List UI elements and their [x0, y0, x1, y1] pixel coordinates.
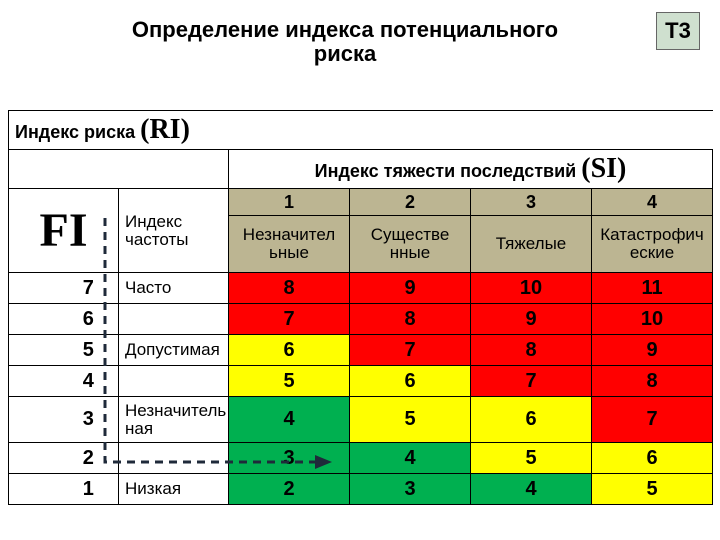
col-lbl-3: Тяжелые: [471, 216, 592, 273]
freq-index-label: Индекс частоты: [119, 189, 229, 273]
col-num-3: 3: [471, 189, 592, 216]
risk-cell: 7: [592, 397, 713, 443]
fi-value: 1: [59, 474, 119, 505]
page-title: Определение индекса потенциального риска: [110, 18, 580, 66]
risk-cell: 10: [592, 304, 713, 335]
col-lbl-4: Катастрофич еские: [592, 216, 713, 273]
risk-cell: 5: [592, 474, 713, 505]
data-rows: 7Часто8910116789105Допустимая6789456783Н…: [9, 273, 713, 505]
fi-value: 6: [59, 304, 119, 335]
si-label-text: Индекс тяжести последствий: [315, 161, 582, 181]
risk-cell: 9: [471, 304, 592, 335]
fi-gap: [9, 304, 59, 335]
risk-cell: 4: [471, 474, 592, 505]
risk-cell: 6: [471, 397, 592, 443]
risk-cell: 7: [471, 366, 592, 397]
freq-label: Часто: [119, 273, 229, 304]
si-label-cell: Индекс тяжести последствий (SI): [229, 150, 713, 189]
risk-cell: 6: [592, 443, 713, 474]
freq-label: [119, 366, 229, 397]
fi-gap: [9, 366, 59, 397]
ri-label-text: Индекс риска: [15, 122, 140, 142]
risk-table: Индекс риска (RI) Индекс тяжести последс…: [8, 110, 713, 505]
risk-cell: 11: [592, 273, 713, 304]
risk-cell: 8: [471, 335, 592, 366]
risk-cell: 8: [592, 366, 713, 397]
slide-badge: Т3: [656, 12, 700, 50]
risk-cell: 6: [350, 366, 471, 397]
risk-cell: 8: [350, 304, 471, 335]
fi-gap: [9, 273, 59, 304]
fi-gap: [9, 443, 59, 474]
freq-label: [119, 304, 229, 335]
blank-top-left: [9, 150, 119, 189]
fi-gap: [9, 335, 59, 366]
freq-label: Незначитель ная: [119, 397, 229, 443]
risk-cell: 9: [350, 273, 471, 304]
risk-cell: 7: [229, 304, 350, 335]
risk-cell: 4: [229, 397, 350, 443]
risk-cell: 5: [229, 366, 350, 397]
risk-cell: 8: [229, 273, 350, 304]
risk-cell: 5: [471, 443, 592, 474]
col-lbl-2: Существе нные: [350, 216, 471, 273]
col-num-1: 1: [229, 189, 350, 216]
risk-cell: 3: [350, 474, 471, 505]
col-num-2: 2: [350, 189, 471, 216]
risk-cell: 9: [592, 335, 713, 366]
risk-cell: 5: [350, 397, 471, 443]
risk-matrix: Индекс риска (RI) Индекс тяжести последс…: [8, 110, 712, 505]
fi-value: 4: [59, 366, 119, 397]
freq-label: Допустимая: [119, 335, 229, 366]
fi-gap: [9, 397, 59, 443]
fi-value: 2: [59, 443, 119, 474]
freq-label: Низкая: [119, 474, 229, 505]
fi-gap: [9, 474, 59, 505]
risk-cell: 6: [229, 335, 350, 366]
col-num-4: 4: [592, 189, 713, 216]
freq-label: [119, 443, 229, 474]
risk-cell: 7: [350, 335, 471, 366]
si-notation: (SI): [581, 153, 626, 184]
fi-value: 7: [59, 273, 119, 304]
fi-value: 5: [59, 335, 119, 366]
risk-cell: 10: [471, 273, 592, 304]
blank-top-mid: [119, 150, 229, 189]
col-lbl-1: Незначител ьные: [229, 216, 350, 273]
risk-cell: 3: [229, 443, 350, 474]
fi-value: 3: [59, 397, 119, 443]
risk-cell: 4: [350, 443, 471, 474]
fi-symbol-cell: FI: [9, 189, 119, 273]
ri-notation: (RI): [140, 114, 190, 145]
risk-cell: 2: [229, 474, 350, 505]
ri-label-cell: Индекс риска (RI): [9, 111, 713, 150]
